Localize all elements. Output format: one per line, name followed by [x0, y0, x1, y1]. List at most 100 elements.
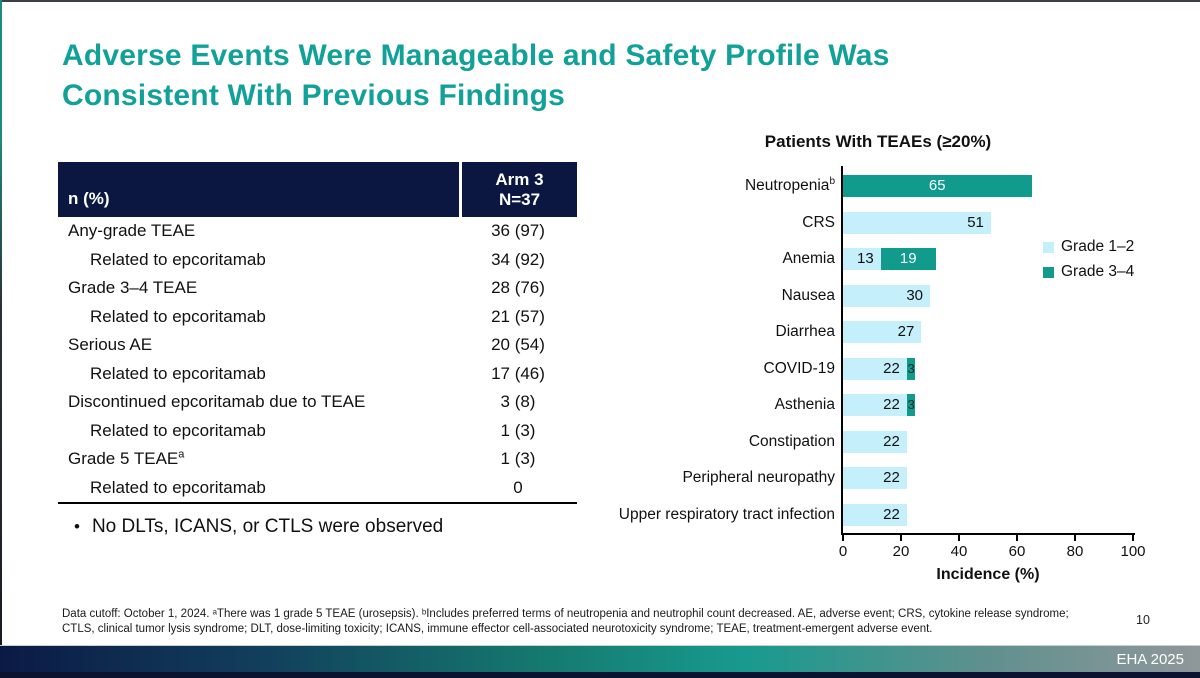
bar-value-label: 19 [899, 250, 917, 268]
bar-segment-grade1-2: 22 [843, 503, 907, 526]
table-header: n (%) Arm 3 N=37 [58, 162, 577, 217]
table-row-value: 3 (8) [500, 392, 536, 412]
chart-category-label: Anemia [782, 250, 835, 268]
table-row-label: Related to epcoritamab [90, 420, 266, 440]
table-row: Related to epcoritamab 0 [58, 474, 577, 503]
bottom-dark-strip [0, 672, 1200, 678]
bar-segment-grade1-2: 30 [843, 284, 930, 307]
legend-entry-grade1-2: Grade 1–2 [1043, 238, 1134, 256]
key-bullet: • No DLTs, ICANS, or CTLS were observed [74, 516, 443, 538]
chart-row: COVID-19 22 3 [600, 351, 1156, 388]
x-axis-tick-label: 0 [838, 543, 848, 560]
x-axis-tick-label: 100 [1120, 543, 1146, 560]
chart-row: CRS 51 [600, 205, 1156, 242]
x-axis-tickmark [1074, 535, 1076, 541]
chart-row: Constipation 22 [600, 424, 1156, 461]
bar-value-label: 65 [928, 177, 946, 195]
page-number: 10 [1136, 613, 1150, 627]
chart-row: Nausea 30 [600, 278, 1156, 315]
chart-bar-track: 22 [843, 467, 1133, 490]
table-row-label: Discontinued epcoritamab due to TEAE [68, 392, 366, 412]
chart-bar-track: 51 [843, 211, 1133, 234]
bullet-icon: • [74, 517, 80, 536]
chart-legend: Grade 1–2 Grade 3–4 [1043, 238, 1134, 288]
chart-category-label: Diarrhea [775, 323, 835, 341]
chart-bar-track: 22 [843, 503, 1133, 526]
chart-bar-track: 22 [843, 430, 1133, 453]
bar-segment-grade1-2: 51 [843, 211, 991, 234]
legend-entry-grade3-4: Grade 3–4 [1043, 263, 1134, 281]
x-axis-tickmark [842, 535, 844, 541]
top-edge-line [0, 0, 1200, 2]
table-header-arm3-line2: N=37 [498, 189, 541, 209]
teae-bar-chart: Patients With TEAEs (≥20%) Neutropeniab 6… [600, 132, 1160, 612]
x-axis-tickmark [958, 535, 960, 541]
x-axis-tick-label: 60 [1008, 543, 1026, 560]
bar-value-label: 30 [906, 286, 923, 304]
table-row-value: 20 (54) [491, 335, 545, 355]
left-edge-line [0, 0, 2, 678]
bar-segment-grade1-2: 22 [843, 430, 907, 453]
bar-value-label: 22 [883, 396, 900, 414]
chart-rows: Neutropeniab 65 CRS 51 Anemia 13 19 Nausea 30 Dia… [600, 168, 1156, 533]
bar-value-label: 27 [897, 323, 915, 341]
table-row: Serious AE 20 (54) [58, 331, 577, 360]
bar-segment-grade3-4: 65 [843, 175, 1032, 198]
table-row-value: 0 [513, 477, 523, 497]
x-axis-tick-label: 80 [1066, 543, 1084, 560]
chart-category-label: COVID-19 [763, 359, 836, 377]
x-axis-label: Incidence (%) [936, 566, 1040, 583]
table-row: Grade 3–4 TEAE 28 (76) [58, 274, 577, 303]
table-row: Grade 5 TEAEa 1 (3) [58, 445, 577, 474]
table-row: Related to epcoritamab 21 (57) [58, 303, 577, 332]
table-row-value: 1 (3) [500, 420, 536, 440]
legend-swatch-grade1-2 [1043, 241, 1054, 253]
bottom-gradient-band: EHA 2025 [0, 645, 1200, 673]
page-title: Adverse Events Were Manageable and Safet… [62, 36, 1042, 116]
y-axis-line [841, 166, 843, 535]
chart-category-label: Peripheral neuropathy [682, 469, 835, 487]
footnote-line1: Data cutoff: October 1, 2024. ᵃThere was… [62, 608, 1069, 620]
bar-segment-grade3-4: 3 [906, 357, 916, 380]
x-axis-tickmark [900, 535, 902, 541]
x-axis-tick-label: 20 [892, 543, 910, 560]
bar-value-label: 22 [883, 505, 900, 523]
footnote: Data cutoff: October 1, 2024. ᵃThere was… [62, 607, 1072, 637]
bar-value-label: 22 [883, 469, 900, 487]
teae-summary-table: n (%) Arm 3 N=37 Any-grade TEAE 36 (97) Re… [58, 162, 577, 504]
chart-title: Patients With TEAEs (≥20%) [764, 132, 992, 151]
chart-bar-track: 13 19 [843, 248, 1133, 271]
page-title-line1: Adverse Events Were Manageable and Safet… [62, 39, 890, 72]
table-row-label: Related to epcoritamab [90, 249, 266, 269]
chart-row: Peripheral neuropathy 22 [600, 460, 1156, 497]
x-axis-tickmark [1132, 535, 1134, 541]
chart-bar-track: 30 [843, 284, 1133, 307]
chart-category-label: Constipation [748, 432, 835, 450]
legend-label-grade1-2: Grade 1–2 [1061, 238, 1135, 255]
page-title-line2: Consistent With Previous Findings [62, 79, 566, 112]
bar-segment-grade1-2: 22 [843, 357, 907, 380]
chart-category-label: Asthenia [774, 396, 835, 414]
bar-value-label: 3 [907, 397, 915, 413]
table-row-value: 1 (3) [500, 449, 536, 469]
table-row-label: Grade 5 TEAEa [68, 448, 185, 469]
table-body: Any-grade TEAE 36 (97) Related to epcorita… [58, 217, 577, 504]
chart-bar-track: 22 3 [843, 357, 1133, 380]
chart-row: Neutropeniab 65 [600, 168, 1156, 205]
bar-value-label: 13 [857, 250, 874, 268]
chart-row: Anemia 13 19 [600, 241, 1156, 278]
x-axis-tick-label: 40 [950, 543, 968, 560]
event-label: EHA 2025 [1116, 651, 1184, 668]
bar-segment-grade3-4: 19 [880, 248, 936, 271]
x-axis-line [841, 533, 1135, 535]
chart-category-label: Nausea [781, 286, 835, 304]
table-row: Related to epcoritamab 1 (3) [58, 417, 577, 446]
chart-bar-track: 65 [843, 175, 1133, 198]
legend-swatch-grade3-4 [1043, 266, 1054, 278]
bar-value-label: 51 [967, 213, 984, 231]
bar-segment-grade1-2: 22 [843, 394, 907, 417]
table-row-value: 34 (92) [491, 249, 545, 269]
table-row-value: 36 (97) [491, 221, 545, 241]
bar-segment-grade3-4: 3 [906, 394, 916, 417]
